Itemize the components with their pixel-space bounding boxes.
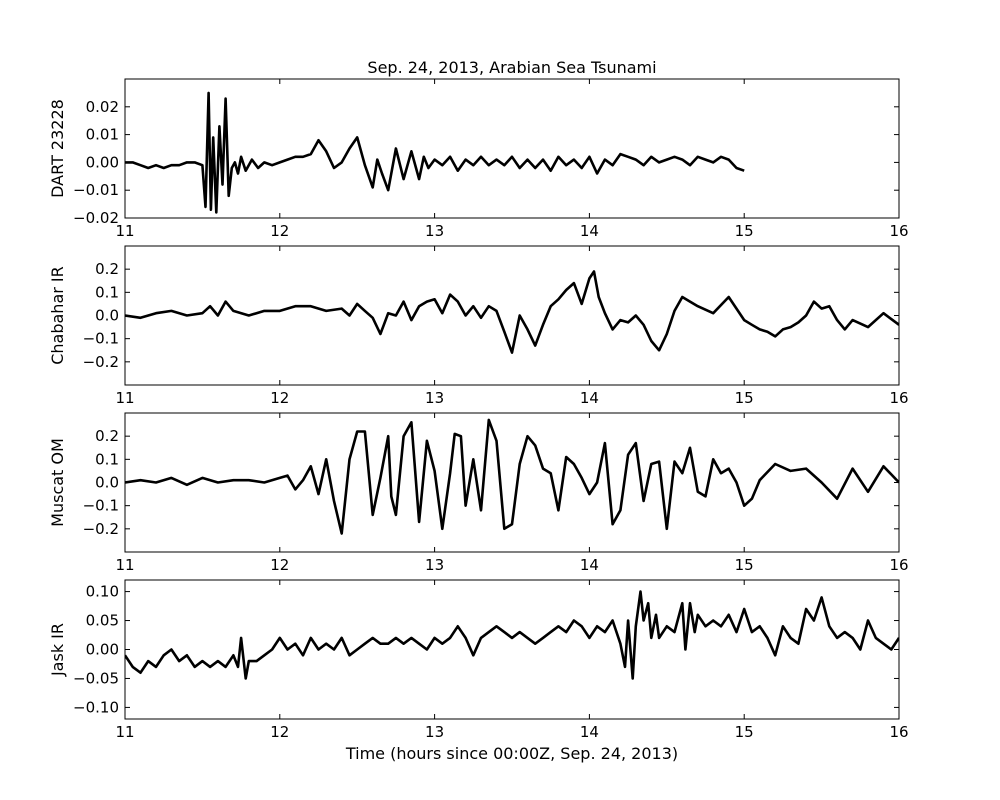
y-tick-label: 0.00 bbox=[86, 641, 119, 659]
panel-chabahar-ir: 11 12 13 14 15 16 −0.2 −0.1 0.0 0.1 0.2 Chabahar IR bbox=[48, 245, 909, 407]
series-line-dart-23228 bbox=[125, 91, 745, 214]
panel-jask-ir: 11 12 13 14 15 16 −0.10 −0.05 0.00 0.05 0.10 Jask I… bbox=[48, 579, 909, 741]
y-tick-label: −0.1 bbox=[83, 330, 119, 348]
x-tick-label: 15 bbox=[735, 389, 754, 407]
x-tick-label: 14 bbox=[580, 389, 599, 407]
y-tick-label: 0.01 bbox=[86, 126, 119, 144]
x-tick-label: 15 bbox=[735, 222, 754, 240]
x-tick-label: 11 bbox=[115, 222, 134, 240]
y-tick-label: −0.10 bbox=[73, 698, 119, 716]
x-tick-label: 14 bbox=[580, 723, 599, 741]
x-tick-label: 15 bbox=[735, 556, 754, 574]
y-tick-label: −0.2 bbox=[83, 353, 119, 371]
x-tick-label: 12 bbox=[270, 723, 289, 741]
y-tick-label: −0.02 bbox=[73, 209, 119, 227]
y-axis-label-chabahar-ir: Chabahar IR bbox=[48, 266, 67, 365]
x-tick-label: 11 bbox=[115, 723, 134, 741]
y-tick-label: 0.2 bbox=[95, 427, 119, 445]
y-tick-label: −0.1 bbox=[83, 497, 119, 515]
y-tick-label: 0.05 bbox=[86, 612, 119, 630]
axes-frame-chabahar-ir bbox=[124, 245, 900, 386]
x-tick-label: 16 bbox=[889, 389, 908, 407]
y-axis-label-muscat-om: Muscat OM bbox=[48, 438, 67, 527]
x-tick-label: 13 bbox=[425, 222, 444, 240]
y-tick-label: 0.02 bbox=[86, 98, 119, 116]
x-tick-label: 16 bbox=[889, 556, 908, 574]
x-tick-label: 12 bbox=[270, 556, 289, 574]
y-tick-label: 0.0 bbox=[95, 474, 119, 492]
y-tick-label: −0.05 bbox=[73, 669, 119, 687]
x-tick-label: 13 bbox=[425, 723, 444, 741]
y-tick-label: 0.2 bbox=[95, 260, 119, 278]
axes-frame-dart-23228 bbox=[124, 78, 900, 219]
series-line-jask-ir bbox=[125, 590, 899, 680]
panel-dart-23228: 11 12 13 14 15 16 −0.02 −0.01 0.00 0.01 0.02 DART 2… bbox=[48, 78, 909, 240]
y-tick-label: 0.0 bbox=[95, 307, 119, 325]
x-tick-label: 14 bbox=[580, 222, 599, 240]
y-axis-label-dart-23228: DART 23228 bbox=[48, 99, 67, 198]
y-axis-label-jask-ir: Jask IR bbox=[48, 623, 67, 677]
x-axis-label: Time (hours since 00:00Z, Sep. 24, 2013) bbox=[345, 744, 678, 763]
figure-title: Sep. 24, 2013, Arabian Sea Tsunami bbox=[367, 58, 656, 77]
y-tick-label: 0.1 bbox=[95, 283, 119, 301]
y-tick-label: 0.1 bbox=[95, 450, 119, 468]
x-tick-label: 16 bbox=[889, 723, 908, 741]
panel-muscat-om: 11 12 13 14 15 16 −0.2 −0.1 0.0 0.1 0.2 Muscat OM bbox=[48, 412, 909, 574]
x-tick-label: 11 bbox=[115, 389, 134, 407]
x-tick-label: 13 bbox=[425, 389, 444, 407]
x-tick-label: 11 bbox=[115, 556, 134, 574]
x-tick-label: 12 bbox=[270, 389, 289, 407]
y-tick-label: 0.10 bbox=[86, 583, 119, 601]
axes-frame-muscat-om bbox=[124, 412, 900, 553]
y-tick-label: 0.00 bbox=[86, 153, 119, 171]
y-tick-label: −0.01 bbox=[73, 181, 119, 199]
subplot-stack: 11 12 13 14 15 16 −0.02 −0.01 0.00 0.01 0.02 DART 2… bbox=[48, 78, 909, 741]
x-tick-label: 14 bbox=[580, 556, 599, 574]
x-tick-label: 15 bbox=[735, 723, 754, 741]
y-tick-label: −0.2 bbox=[83, 520, 119, 538]
series-line-muscat-om bbox=[125, 418, 899, 535]
series-line-chabahar-ir bbox=[125, 270, 899, 354]
x-tick-label: 12 bbox=[270, 222, 289, 240]
x-tick-label: 13 bbox=[425, 556, 444, 574]
x-tick-label: 16 bbox=[889, 222, 908, 240]
